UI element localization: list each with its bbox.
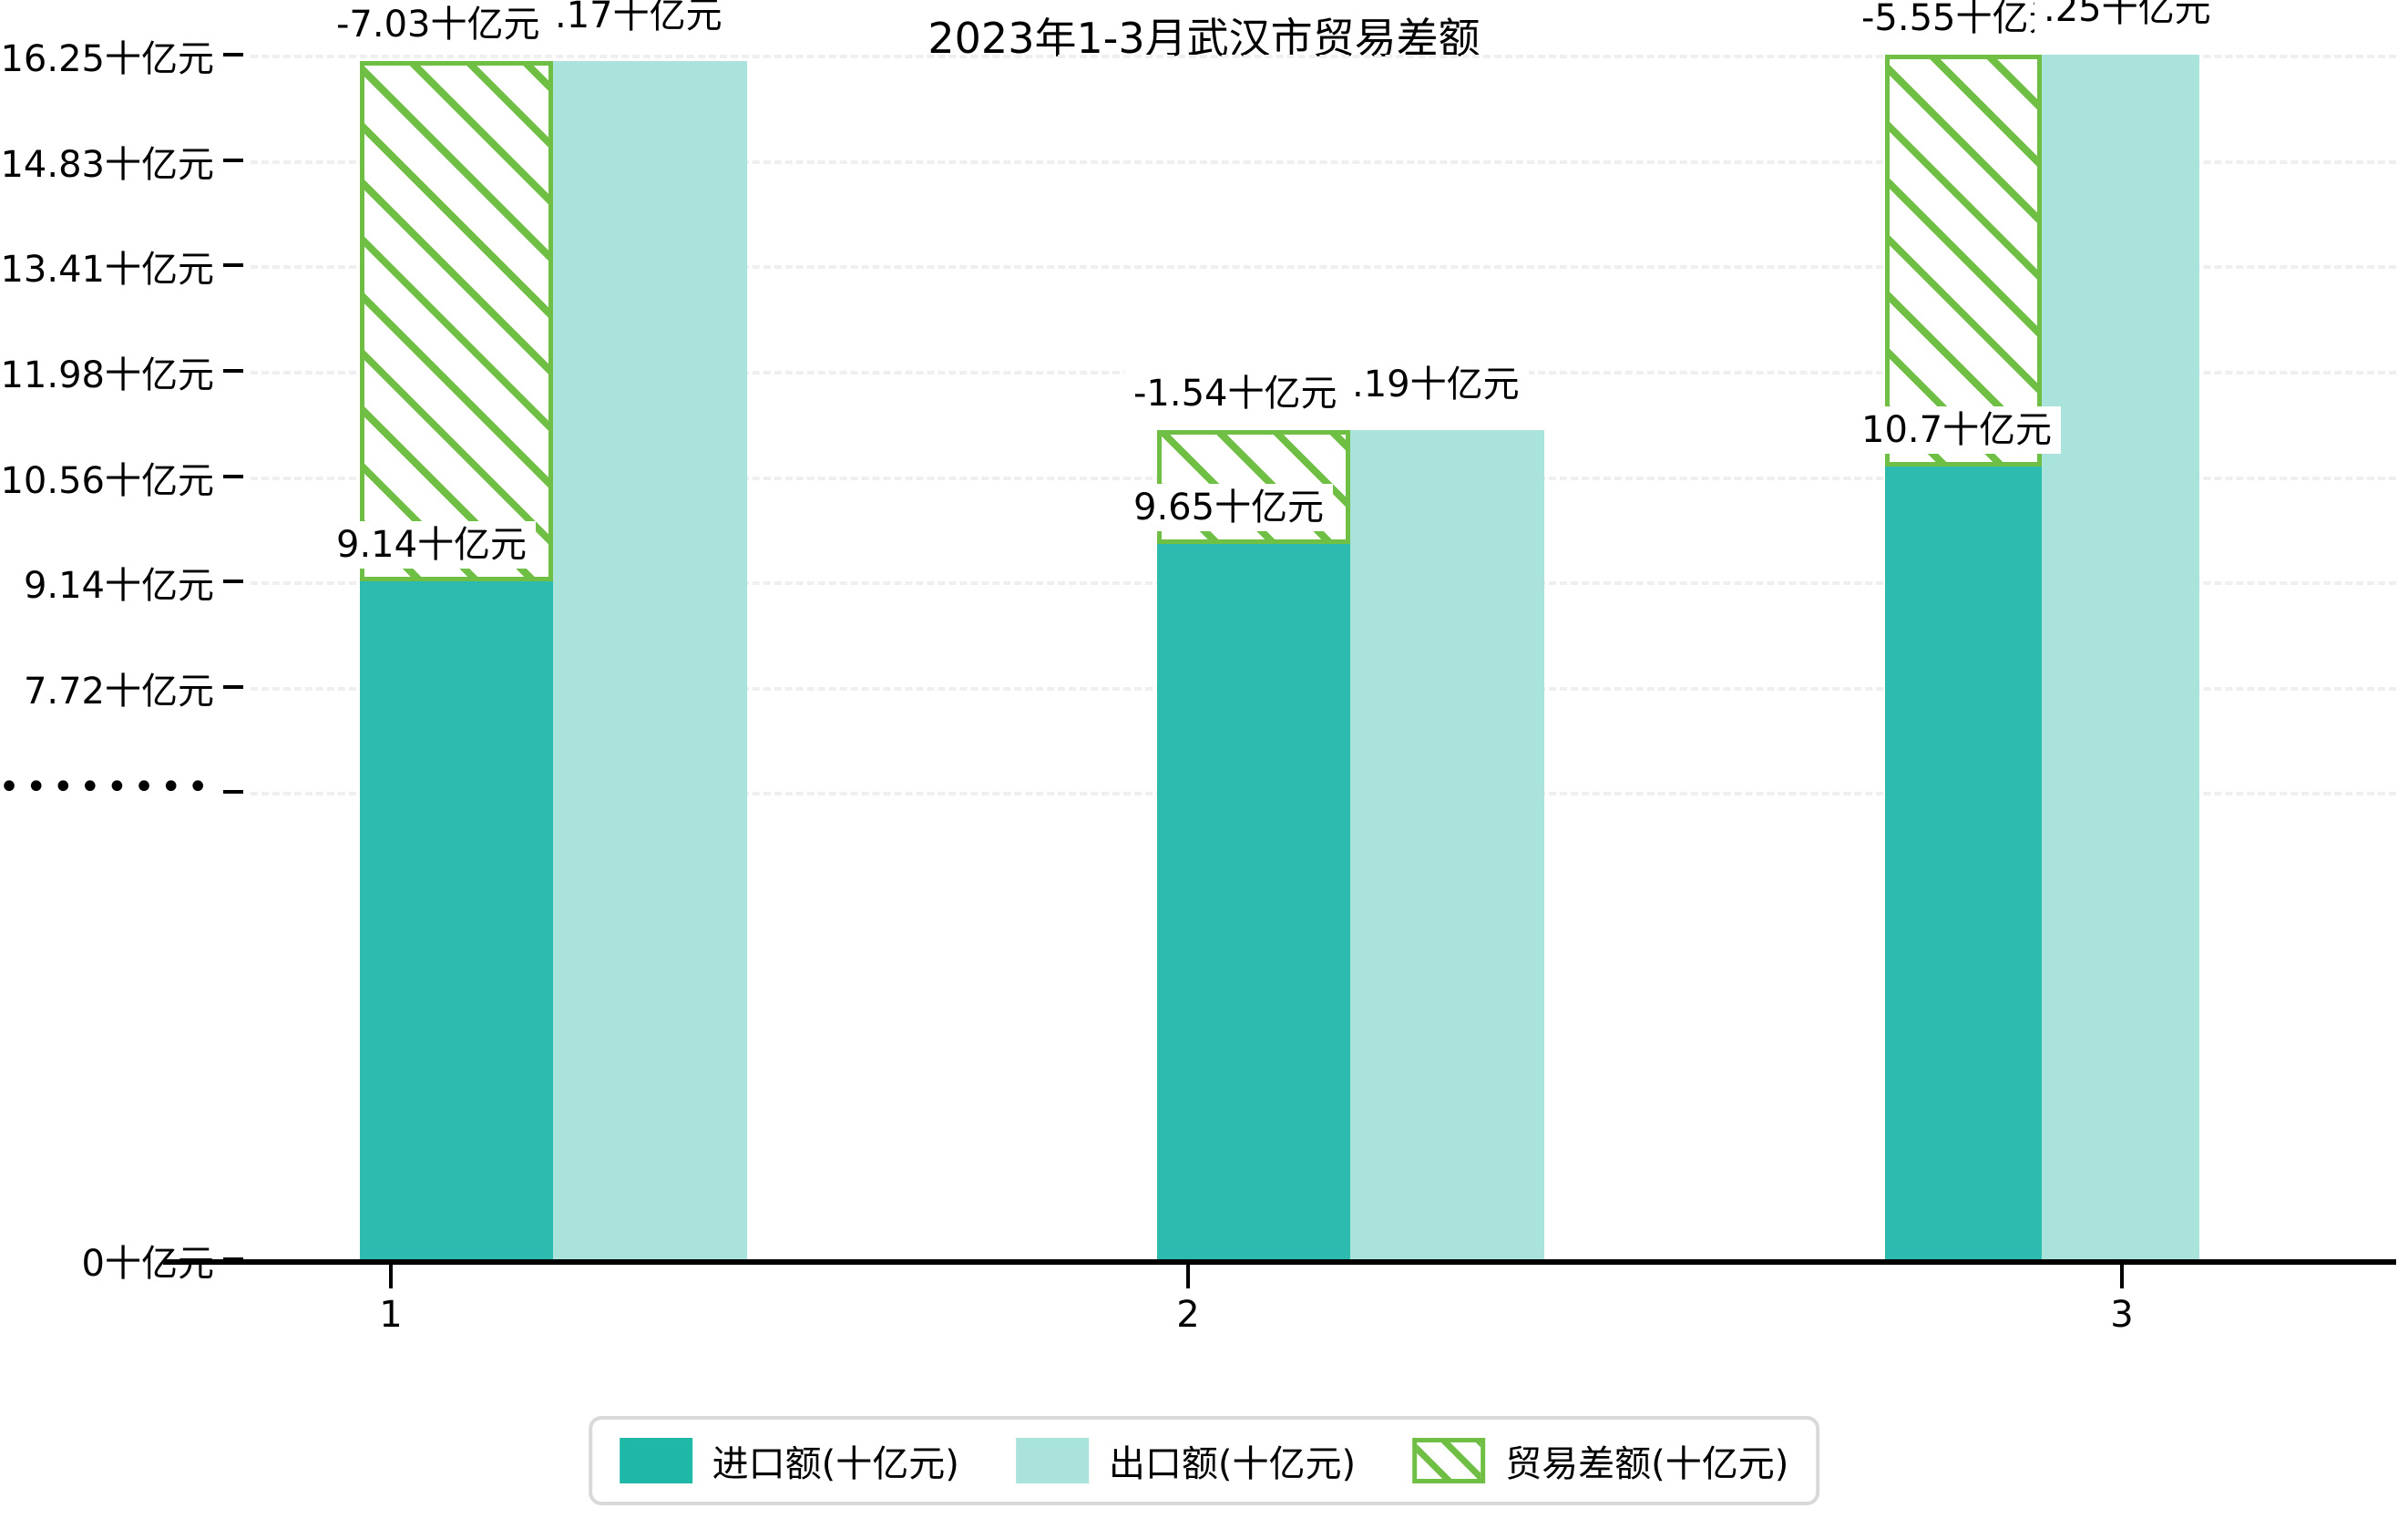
- data-label-export: .25十亿元: [2034, 0, 2220, 33]
- y-gridline: [251, 159, 2396, 164]
- y-axis-tick: [223, 158, 243, 162]
- data-label-export: .17十亿元: [546, 0, 732, 39]
- bar-import[interactable]: [1157, 543, 1350, 1259]
- y-axis-tick: [223, 580, 243, 584]
- bar-import[interactable]: [1885, 466, 2042, 1259]
- bar-trade-balance[interactable]: [360, 60, 553, 582]
- legend-item-trade-balance[interactable]: 贸易差额(十亿元): [1412, 1434, 1788, 1487]
- bar-export[interactable]: [2042, 55, 2199, 1259]
- legend-label-import: 进口额(十亿元): [712, 1443, 959, 1485]
- legend-label-trade-balance: 贸易差额(十亿元): [1505, 1443, 1789, 1485]
- legend-swatch-trade-balance-icon: [1412, 1438, 1486, 1483]
- data-label-import: 9.65十亿元: [1124, 483, 1334, 531]
- legend-item-import[interactable]: 进口额(十亿元): [619, 1434, 959, 1487]
- bar-import[interactable]: [360, 581, 553, 1259]
- y-axis-tick-label: 9.14十亿元: [23, 565, 214, 608]
- data-label-trade-balance: -7.03十亿元: [327, 0, 549, 48]
- chart-legend: 进口额(十亿元) 出口额(十亿元) 贸易差额(十亿元): [588, 1416, 1820, 1505]
- y-axis-tick-label: •••••••••: [0, 766, 214, 809]
- legend-swatch-import-icon: [619, 1438, 692, 1483]
- y-axis-tick: [223, 369, 243, 374]
- y-axis-tick: [223, 790, 243, 795]
- y-axis-tick-label: 14.83十亿元: [0, 143, 214, 186]
- y-axis-tick-label: 0十亿元: [81, 1243, 214, 1285]
- x-axis-tick: [389, 1265, 393, 1288]
- data-label-import: 9.14十亿元: [327, 521, 537, 569]
- y-gridline: [251, 55, 2396, 58]
- y-axis-tick-label: 7.72十亿元: [23, 670, 214, 713]
- bar-export[interactable]: [1350, 429, 1544, 1259]
- y-axis-tick: [223, 474, 243, 478]
- legend-label-export: 出口额(十亿元): [1108, 1443, 1357, 1485]
- y-axis-tick: [223, 1257, 243, 1261]
- x-axis-tick-label: 2: [1176, 1294, 1200, 1336]
- bar-trade-balance[interactable]: [1885, 55, 2042, 467]
- y-axis-tick-label: 10.56十亿元: [0, 459, 214, 502]
- x-axis-left-stub: [163, 1259, 251, 1265]
- x-axis-tick: [1186, 1265, 1190, 1288]
- x-axis-line: [251, 1259, 2396, 1265]
- data-label-trade-balance: -1.54十亿元: [1124, 369, 1347, 417]
- y-axis-tick: [223, 53, 243, 56]
- x-axis-tick-label: 1: [379, 1294, 403, 1336]
- x-axis-tick: [2120, 1265, 2124, 1288]
- y-axis-tick-label: 13.41十亿元: [0, 249, 214, 292]
- legend-swatch-export-icon: [1015, 1438, 1089, 1483]
- x-axis-tick-label: 3: [2110, 1294, 2134, 1336]
- plot-area: 16.25十亿元 14.83十亿元 13.41十亿元 11.98十亿元 10.56十亿元…: [0, 0, 2396, 1336]
- y-axis-tick-label: 16.25十亿元: [0, 38, 214, 80]
- data-label-export: .19十亿元: [1343, 360, 1529, 408]
- y-gridline: [251, 265, 2396, 270]
- data-label-import: 10.7十亿元: [1852, 405, 2062, 454]
- y-axis-tick: [223, 263, 243, 268]
- y-axis-tick-label: 11.98十亿元: [0, 354, 214, 397]
- y-axis-tick: [223, 684, 243, 689]
- legend-item-export[interactable]: 出口额(十亿元): [1015, 1434, 1357, 1487]
- bar-export[interactable]: [553, 60, 747, 1259]
